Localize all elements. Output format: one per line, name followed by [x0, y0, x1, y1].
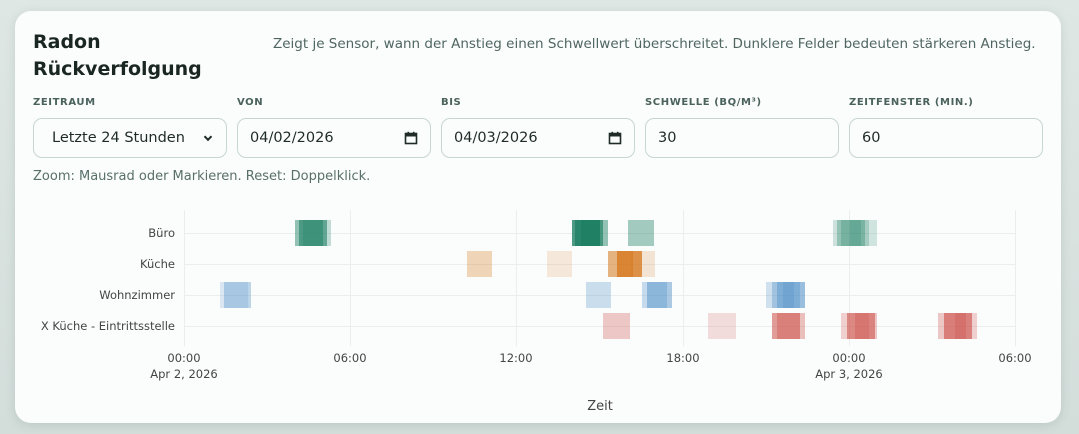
- page-description: Zeigt je Sensor, wann der Anstieg einen …: [273, 36, 1036, 52]
- x-tick: 06:00: [333, 351, 367, 365]
- zeitraum-value: Letzte 24 Stunden: [52, 130, 185, 146]
- heatmap-cell[interactable]: [832, 220, 861, 246]
- von-date-input[interactable]: 04/02/2026: [237, 118, 431, 158]
- gridline: [516, 210, 517, 346]
- heatmap-cell[interactable]: [586, 282, 612, 308]
- calendar-icon[interactable]: [404, 131, 418, 145]
- heatmap-cell[interactable]: [299, 220, 327, 246]
- heatmap-cell[interactable]: [616, 251, 642, 277]
- heatmap-cell[interactable]: [466, 251, 492, 277]
- heatmap-cell[interactable]: [220, 282, 248, 308]
- heatmap-cell[interactable]: [954, 313, 978, 339]
- gridline: [350, 210, 351, 346]
- heatmap-cell[interactable]: [630, 251, 656, 277]
- radon-tracking-card: Radon Rückverfolgung Zeigt je Sensor, wa…: [15, 11, 1061, 423]
- heatmap-cell[interactable]: [855, 313, 878, 339]
- heatmap-cell[interactable]: [580, 220, 609, 246]
- heatmap-cell[interactable]: [224, 282, 251, 308]
- schwelle-value: 30: [658, 130, 677, 146]
- bis-label: BIS: [441, 97, 462, 108]
- zeitraum-select[interactable]: Letzte 24 Stunden: [33, 118, 227, 158]
- zeitraum-label: ZEITRAUM: [33, 97, 96, 108]
- x-tick: 18:00: [666, 351, 700, 365]
- zeitfenster-label: ZEITFENSTER (MIN.): [849, 97, 974, 108]
- heatmap-cell[interactable]: [777, 282, 806, 308]
- von-label: VON: [237, 97, 264, 108]
- calendar-icon[interactable]: [608, 131, 622, 145]
- gridline: [184, 295, 1016, 296]
- x-tick: 00:00 Apr 2, 2026: [150, 351, 218, 381]
- gridline: [1015, 210, 1016, 346]
- heatmap-cell[interactable]: [647, 282, 673, 308]
- heatmap-cell[interactable]: [943, 313, 972, 339]
- bis-value: 04/03/2026: [454, 130, 538, 146]
- y-label-buero: Büro: [148, 226, 175, 240]
- gridline: [184, 264, 1016, 265]
- heatmap-cell[interactable]: [849, 220, 878, 246]
- von-value: 04/02/2026: [250, 130, 334, 146]
- heatmap-cell[interactable]: [575, 220, 603, 246]
- zeitfenster-value: 60: [862, 130, 881, 146]
- y-label-kueche: Küche: [140, 257, 175, 271]
- gridline: [184, 326, 1016, 327]
- heatmap-cell[interactable]: [841, 220, 869, 246]
- heatmap-cell[interactable]: [627, 220, 655, 246]
- heatmap-cell[interactable]: [771, 282, 800, 308]
- heatmap-cell[interactable]: [641, 282, 667, 308]
- schwelle-input[interactable]: 30: [645, 118, 839, 158]
- heatmap-plot[interactable]: Büro Küche Wohnzimmer X Küche - Eintritt…: [41, 210, 1032, 414]
- zoom-hint: Zoom: Mausrad oder Markieren. Reset: Dop…: [33, 169, 371, 184]
- x-tick: 00:00 Apr 3, 2026: [815, 351, 883, 381]
- gridline: [849, 210, 850, 346]
- heatmap-cell[interactable]: [837, 220, 865, 246]
- heatmap-cell[interactable]: [771, 313, 800, 339]
- x-tick: 06:00: [998, 351, 1032, 365]
- x-tick: 12:00: [499, 351, 533, 365]
- y-label-x-kueche: X Küche - Eintrittsstelle: [40, 319, 175, 333]
- chevron-down-icon: [203, 135, 213, 142]
- heatmap-cell[interactable]: [602, 313, 631, 339]
- heatmap-cell[interactable]: [777, 313, 806, 339]
- heatmap-cell[interactable]: [303, 220, 331, 246]
- heatmap-cell[interactable]: [766, 282, 795, 308]
- heatmap-cell[interactable]: [783, 282, 806, 308]
- page-title: Radon Rückverfolgung: [33, 31, 202, 80]
- heatmap-cell[interactable]: [708, 313, 736, 339]
- x-axis-title: Zeit: [587, 399, 613, 414]
- schwelle-label: SCHWELLE (BQ/M³): [645, 97, 762, 108]
- heatmap-cell[interactable]: [547, 251, 573, 277]
- gridline: [683, 210, 684, 346]
- bis-date-input[interactable]: 04/03/2026: [441, 118, 635, 158]
- zeitfenster-input[interactable]: 60: [849, 118, 1043, 158]
- heatmap-cell[interactable]: [846, 313, 875, 339]
- y-label-wohnzimmer: Wohnzimmer: [99, 288, 175, 302]
- gridline: [184, 210, 185, 346]
